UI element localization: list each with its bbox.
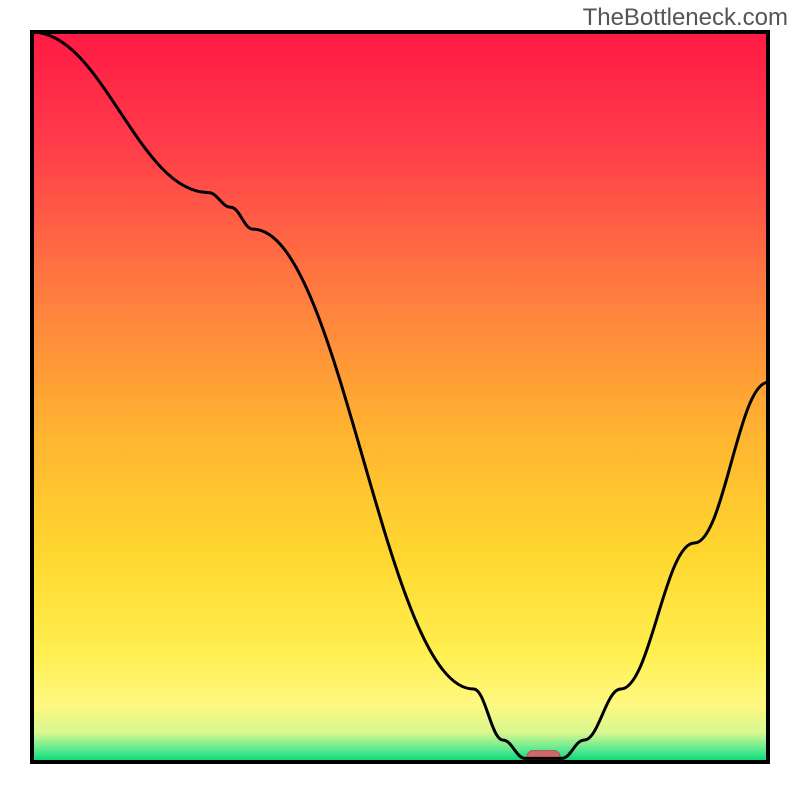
watermark-text: TheBottleneck.com [583, 4, 788, 32]
gradient-background [32, 32, 768, 762]
chart-container: TheBottleneck.com [0, 0, 800, 800]
chart-svg [0, 0, 800, 800]
